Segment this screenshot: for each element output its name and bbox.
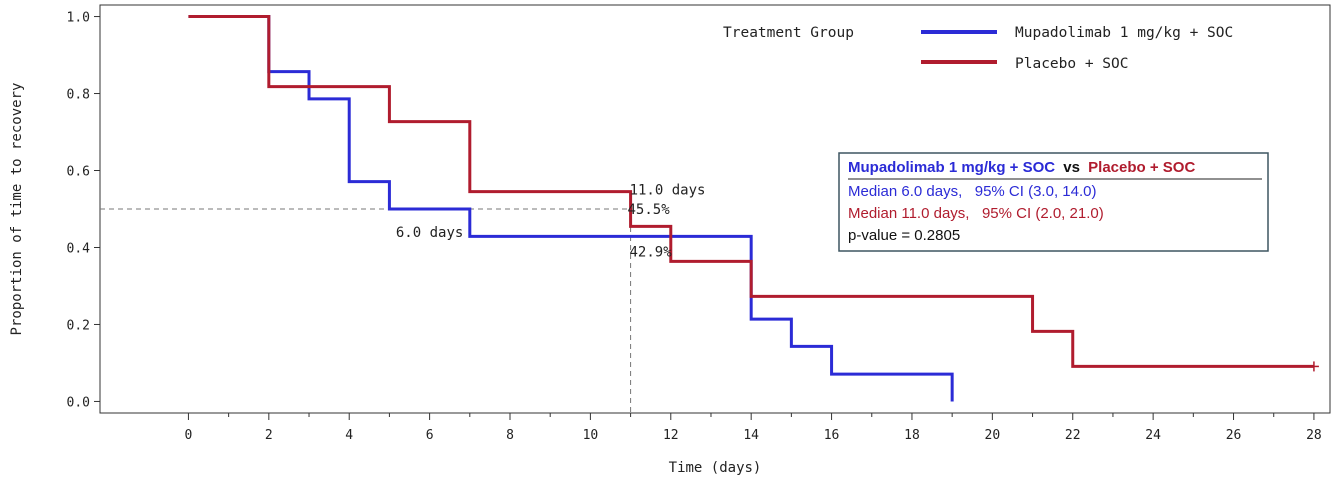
series-layer — [188, 15, 1314, 402]
legend-label-mupadolimab: Mupadolimab 1 mg/kg + SOC — [1015, 25, 1233, 41]
x-axis: 0 2 4 6 8 10 12 14 16 18 20 22 24 26 28 — [185, 413, 1322, 443]
y-axis: 0.0 0.2 0.4 0.6 0.8 1.0 — [67, 11, 100, 410]
y-tick-label: 0.0 — [67, 395, 90, 410]
stats-box-title-vs: vs — [1063, 159, 1080, 176]
y-tick-label: 1.0 — [67, 11, 90, 26]
x-tick-label: 22 — [1065, 428, 1081, 443]
x-tick-label: 26 — [1226, 428, 1242, 443]
x-tick-label: 0 — [185, 428, 193, 443]
x-tick-label: 20 — [985, 428, 1001, 443]
x-tick-label: 16 — [824, 428, 840, 443]
x-tick-label: 8 — [506, 428, 514, 443]
x-tick-label: 6 — [426, 428, 434, 443]
x-tick-label: 12 — [663, 428, 679, 443]
stats-box-title: Mupadolimab 1 mg/kg + SOC vs Placebo + S… — [848, 159, 1195, 176]
y-tick-label: 0.6 — [67, 165, 90, 180]
x-tick-label: 24 — [1145, 428, 1161, 443]
x-tick-label: 2 — [265, 428, 273, 443]
y-tick-label: 0.4 — [67, 241, 91, 256]
stats-line-mupadolimab: Median 6.0 days, 95% CI (3.0, 14.0) — [848, 183, 1096, 200]
stats-box-border — [838, 152, 1269, 252]
series-line-1 — [188, 15, 1314, 368]
x-tick-label: 10 — [583, 428, 599, 443]
annotations: 11.0 days 45.5% 6.0 days 42.9% — [396, 183, 706, 261]
y-tick-label: 0.2 — [67, 318, 90, 333]
annotation-label: 6.0 days — [396, 225, 463, 241]
stats-box: Mupadolimab 1 mg/kg + SOC vs Placebo + S… — [838, 152, 1269, 252]
annotation-label: 45.5% — [628, 202, 671, 218]
stats-box-title-a: Mupadolimab 1 mg/kg + SOC — [848, 159, 1055, 176]
legend: Treatment Group Mupadolimab 1 mg/kg + SO… — [723, 25, 1233, 72]
x-axis-title: Time (days) — [669, 460, 762, 476]
reference-lines — [100, 208, 632, 413]
stats-box-title-b: Placebo + SOC — [1088, 159, 1195, 176]
y-axis-title: Proportion of time to recovery — [9, 83, 25, 336]
stats-line-placebo: Median 11.0 days, 95% CI (2.0, 21.0) — [848, 205, 1104, 222]
legend-title: Treatment Group — [723, 25, 854, 41]
stats-line-pvalue: p-value = 0.2805 — [848, 227, 960, 244]
x-tick-label: 14 — [743, 428, 759, 443]
x-tick-label: 28 — [1306, 428, 1322, 443]
legend-label-placebo: Placebo + SOC — [1015, 56, 1129, 72]
annotation-label: 11.0 days — [630, 183, 706, 199]
x-tick-label: 18 — [904, 428, 920, 443]
series-line-0 — [188, 15, 954, 402]
censor-marks — [1308, 361, 1319, 372]
annotation-label: 42.9% — [630, 244, 673, 260]
x-tick-label: 4 — [345, 428, 353, 443]
y-tick-label: 0.8 — [67, 88, 90, 103]
